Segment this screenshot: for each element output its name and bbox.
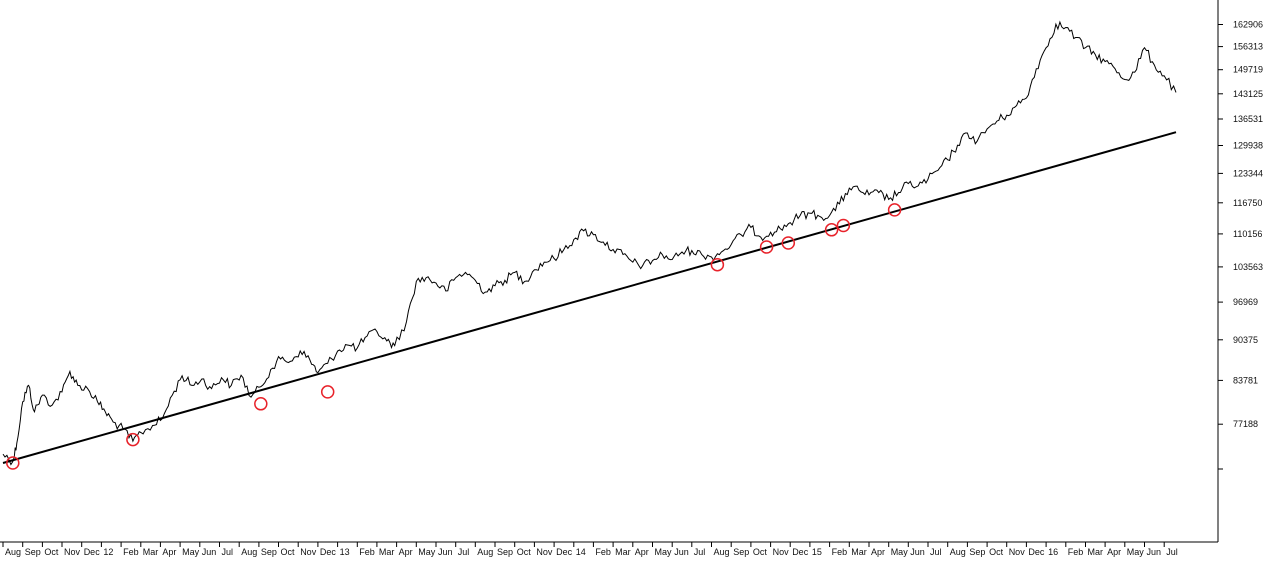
y-tick-label: 96969 xyxy=(1233,297,1258,307)
support-trendline xyxy=(2,131,1177,464)
x-tick-label: Feb xyxy=(832,547,848,557)
y-tick-label: 103563 xyxy=(1233,262,1263,272)
x-tick-label: Sep xyxy=(261,547,277,557)
touch-point-marker xyxy=(759,240,774,254)
x-tick-label: Feb xyxy=(123,547,139,557)
x-tick-label: Apr xyxy=(162,547,176,557)
y-tick-label: 129938 xyxy=(1233,141,1263,151)
touch-point-marker xyxy=(710,257,725,272)
touch-point-marker xyxy=(836,218,851,233)
x-tick-label: Dec xyxy=(320,547,337,557)
x-tick-label: Oct xyxy=(517,547,532,557)
x-tick-label: Aug xyxy=(5,547,21,557)
price-line xyxy=(2,20,1177,466)
y-tick-label: 110156 xyxy=(1233,229,1262,239)
touch-point-marker xyxy=(126,432,140,447)
price-layer xyxy=(2,20,1177,466)
x-tick-label: Apr xyxy=(399,547,413,557)
x-tick-label: Dec xyxy=(792,547,809,557)
x-tick-label: Sep xyxy=(733,547,749,557)
x-tick-label: Mar xyxy=(143,547,159,557)
x-tick-label: Nov xyxy=(1009,547,1026,557)
touch-point-layer xyxy=(6,203,902,470)
x-tick-label: 14 xyxy=(576,547,586,557)
x-tick-label: Jul xyxy=(930,547,942,557)
y-tick-label: 136531 xyxy=(1233,114,1263,124)
x-tick-label: 16 xyxy=(1048,547,1058,557)
x-tick-label: Mar xyxy=(379,547,395,557)
x-tick-label: Oct xyxy=(989,547,1004,557)
x-tick-label: Jul xyxy=(1166,547,1178,557)
x-tick-label: May xyxy=(182,547,200,557)
x-tick-label: Sep xyxy=(969,547,985,557)
x-tick-label: Feb xyxy=(1068,547,1084,557)
x-tick-label: Dec xyxy=(556,547,573,557)
x-tick-label: Nov xyxy=(773,547,790,557)
x-tick-label: Jun xyxy=(910,547,925,557)
x-tick-label: Oct xyxy=(753,547,768,557)
x-tick-label: May xyxy=(1127,547,1145,557)
x-tick-label: Jun xyxy=(1147,547,1162,557)
y-tick-label: 77188 xyxy=(1233,419,1258,429)
x-tick-label: Mar xyxy=(1088,547,1104,557)
x-tick-label: Mar xyxy=(851,547,867,557)
x-tick-label: Aug xyxy=(477,547,493,557)
x-tick-label: May xyxy=(418,547,436,557)
x-tick-label: 12 xyxy=(103,547,113,557)
y-tick-label: 149719 xyxy=(1233,65,1263,75)
x-tick-label: Nov xyxy=(536,547,553,557)
x-axis-ticks: Aug Sep Oct Nov Dec 12 Feb Mar Apr May Jun Jul Aug Se… xyxy=(2,542,1178,557)
x-tick-label: Dec xyxy=(1028,547,1045,557)
x-tick-label: Jul xyxy=(694,547,706,557)
y-tick-label: 123344 xyxy=(1233,168,1263,178)
x-tick-label: Jun xyxy=(674,547,689,557)
x-tick-label: Aug xyxy=(714,547,730,557)
x-tick-label: Apr xyxy=(871,547,885,557)
x-tick-label: Nov xyxy=(300,547,317,557)
y-tick-label: 90375 xyxy=(1233,335,1258,345)
x-tick-label: Mar xyxy=(615,547,631,557)
x-tick-label: Apr xyxy=(1107,547,1121,557)
x-tick-label: Jun xyxy=(202,547,217,557)
x-tick-label: Dec xyxy=(84,547,101,557)
y-tick-label: 162906 xyxy=(1233,20,1263,30)
touch-point-marker xyxy=(254,397,268,411)
trendline-layer xyxy=(2,131,1177,464)
y-tick-label: 116750 xyxy=(1233,198,1262,208)
x-tick-label: Oct xyxy=(44,547,59,557)
x-tick-label: Jul xyxy=(458,547,470,557)
y-axis-ticks: 162906 156313 149719 143125 136531 129938 1233… xyxy=(1218,20,1263,470)
x-tick-label: Nov xyxy=(64,547,81,557)
x-tick-label: Sep xyxy=(497,547,513,557)
touch-point-marker xyxy=(6,456,20,470)
touch-point-marker xyxy=(824,223,839,237)
x-tick-label: Sep xyxy=(25,547,41,557)
x-tick-label: Jun xyxy=(438,547,453,557)
y-tick-label: 143125 xyxy=(1233,89,1263,99)
x-tick-label: Aug xyxy=(950,547,966,557)
x-tick-label: Apr xyxy=(635,547,649,557)
x-tick-label: Oct xyxy=(281,547,296,557)
x-tick-label: 15 xyxy=(812,547,822,557)
touch-point-marker xyxy=(320,385,335,399)
y-tick-label: 83781 xyxy=(1233,375,1258,385)
touch-point-marker xyxy=(781,236,796,250)
x-tick-label: May xyxy=(655,547,673,557)
x-tick-label: Feb xyxy=(359,547,375,557)
x-tick-label: May xyxy=(891,547,909,557)
x-tick-label: 13 xyxy=(340,547,350,557)
x-tick-label: Aug xyxy=(241,547,257,557)
x-tick-label: Feb xyxy=(595,547,611,557)
y-tick-label: 156313 xyxy=(1233,42,1263,52)
touch-point-marker xyxy=(887,203,902,217)
x-tick-label: Jul xyxy=(222,547,234,557)
